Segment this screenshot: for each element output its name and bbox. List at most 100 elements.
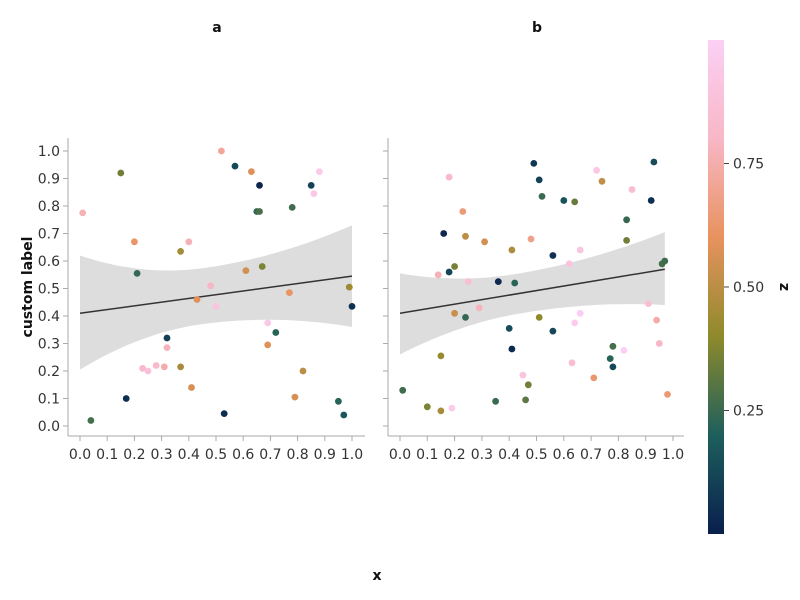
colorbar-tick-label: 0.50 bbox=[733, 280, 764, 296]
scatter-point bbox=[535, 314, 543, 321]
confidence-band-a bbox=[80, 225, 352, 370]
scatter-point bbox=[258, 263, 266, 270]
scatter-point bbox=[163, 344, 171, 351]
scatter-point bbox=[160, 363, 168, 371]
scatter-point bbox=[508, 246, 516, 254]
x-tick-label: 0.1 bbox=[96, 447, 118, 463]
x-tick-label: 0.2 bbox=[443, 447, 465, 463]
scatter-point bbox=[451, 263, 458, 270]
scatter-point bbox=[647, 197, 655, 204]
scatter-point bbox=[434, 271, 442, 279]
colorbar-tick-label: 0.25 bbox=[733, 404, 764, 420]
scatter-point bbox=[188, 384, 195, 391]
scatter-point bbox=[437, 407, 445, 415]
scatter-point bbox=[256, 208, 263, 215]
colorbar-tick-label: 0.75 bbox=[733, 157, 764, 173]
scatter-point bbox=[348, 303, 356, 310]
scatter-point bbox=[345, 283, 353, 291]
scatter-point bbox=[655, 340, 663, 347]
scatter-point bbox=[212, 303, 220, 310]
facet-panel-b: b 0.0 0.1 0.2 0.3 0.4 0.5 0.6 0.7 0.8 0.9 1.0 bbox=[383, 20, 684, 463]
scatter-point bbox=[628, 186, 636, 193]
scatter-point bbox=[79, 209, 87, 217]
scatter-point bbox=[590, 374, 598, 382]
x-tick-label: 0.4 bbox=[498, 447, 520, 463]
y-tick-label: 0.7 bbox=[38, 227, 60, 243]
facet-title-b: b bbox=[532, 20, 542, 36]
y-axis-title: custom label bbox=[20, 237, 36, 338]
scatter-point bbox=[505, 325, 513, 332]
scatter-point bbox=[340, 411, 348, 419]
scatter-point bbox=[207, 282, 215, 290]
scatter-point bbox=[623, 216, 630, 224]
scatter-point bbox=[177, 363, 185, 371]
scatter-point bbox=[606, 355, 614, 362]
scatter-point bbox=[535, 176, 543, 184]
scatter-point bbox=[231, 162, 239, 170]
scatter-point bbox=[437, 352, 445, 360]
y-tick-label: 0.8 bbox=[38, 199, 60, 215]
x-tick-label: 0.6 bbox=[232, 447, 254, 463]
scatter-point bbox=[494, 278, 502, 285]
scatter-point bbox=[445, 268, 453, 276]
x-tick-label: 0.6 bbox=[553, 447, 575, 463]
scatter-point bbox=[288, 204, 296, 211]
scatter-point bbox=[568, 359, 576, 367]
x-tick-label: 0.0 bbox=[389, 447, 411, 463]
scatter-point bbox=[519, 371, 527, 379]
scatter-point bbox=[264, 319, 272, 327]
scatter-point bbox=[299, 367, 307, 375]
y-tick-label: 0.6 bbox=[38, 254, 60, 270]
scatter-point bbox=[139, 364, 147, 372]
colorbar: 0.25 0.50 0.75 z bbox=[708, 40, 792, 534]
scatter-point bbox=[511, 279, 519, 287]
x-tick-label: 0.7 bbox=[259, 447, 281, 463]
scatter-point bbox=[310, 190, 318, 198]
scatter-point bbox=[620, 347, 628, 354]
y-tick-label: 0.0 bbox=[38, 419, 60, 435]
scatter-point bbox=[609, 363, 617, 371]
facet-panel-a: a 0.0 0.1 0.2 0.3 0.4 0.5 0.6 0.7 0.8 0.9 1.0 0.0 0.… bbox=[38, 20, 365, 463]
scatter-point bbox=[316, 168, 323, 176]
scatter-point bbox=[291, 393, 299, 401]
scatter-point bbox=[440, 230, 448, 237]
scatter-point bbox=[538, 193, 546, 200]
confidence-band-b bbox=[400, 232, 665, 355]
y-tick-label: 0.3 bbox=[38, 337, 60, 353]
scatter-point bbox=[464, 278, 472, 285]
scatter-point bbox=[335, 397, 342, 405]
scatter-point bbox=[459, 208, 467, 215]
y-tick-label: 0.2 bbox=[38, 364, 60, 380]
scatter-point bbox=[565, 260, 573, 268]
scatter-point bbox=[598, 177, 606, 185]
scatter-point bbox=[152, 362, 160, 369]
scatter-point bbox=[571, 198, 579, 206]
scatter-point bbox=[560, 197, 568, 204]
scatter-point bbox=[218, 147, 225, 155]
scatter-point bbox=[264, 341, 272, 349]
x-tick-label: 0.3 bbox=[471, 447, 493, 463]
scatter-point bbox=[664, 391, 671, 398]
x-tick-label: 0.4 bbox=[178, 447, 200, 463]
x-tick-label: 0.8 bbox=[607, 447, 629, 463]
scatter-point bbox=[481, 238, 488, 246]
scatter-point bbox=[571, 319, 579, 327]
scatter-point bbox=[220, 410, 228, 417]
y-tick-label: 0.5 bbox=[38, 282, 60, 298]
scatter-point bbox=[445, 173, 453, 181]
scatter-point bbox=[133, 270, 141, 277]
x-tick-label: 0.9 bbox=[635, 447, 657, 463]
scatter-point bbox=[185, 238, 193, 246]
facet-title-a: a bbox=[212, 20, 221, 36]
regression-line-a bbox=[79, 275, 353, 314]
y-tick-label: 0.9 bbox=[38, 172, 60, 188]
x-tick-label: 1.0 bbox=[341, 447, 363, 463]
scatter-point bbox=[530, 160, 538, 167]
scatter-point bbox=[272, 329, 280, 336]
scatter-point bbox=[527, 235, 535, 243]
scatter-point bbox=[163, 334, 171, 342]
x-tick-label: 0.2 bbox=[123, 447, 145, 463]
scatter-point bbox=[448, 404, 456, 412]
x-tick-label: 0.0 bbox=[69, 447, 91, 463]
